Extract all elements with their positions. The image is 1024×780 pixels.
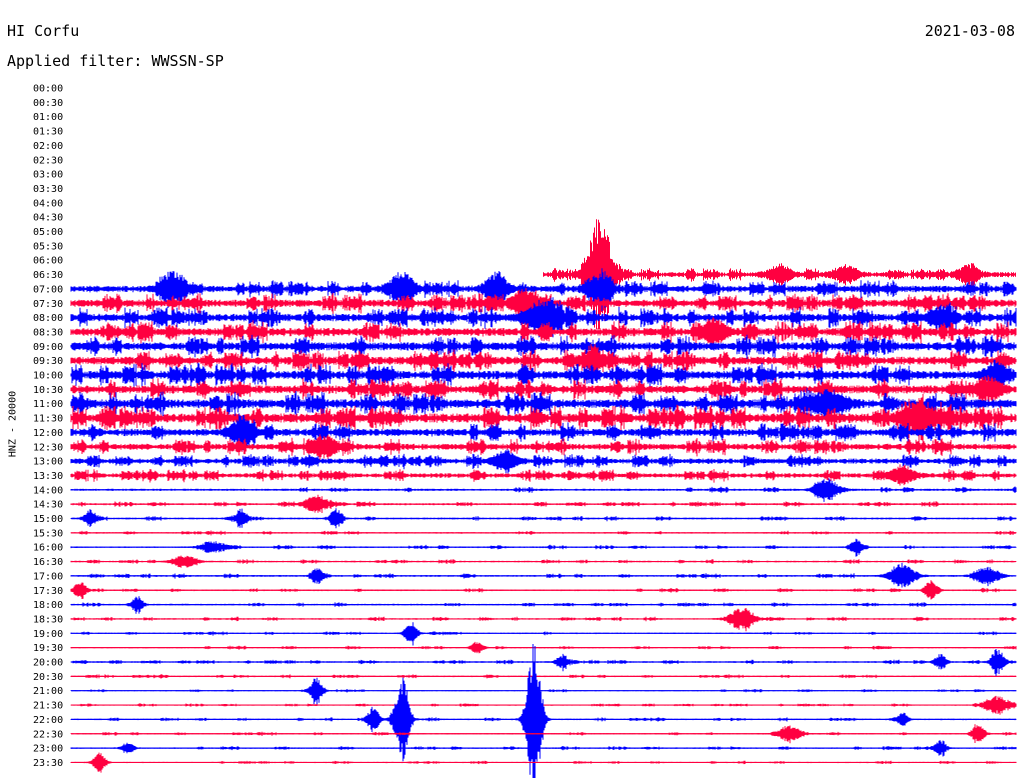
tick-label-1030: 10:30 xyxy=(33,385,63,396)
tick-label-0030: 00:30 xyxy=(33,98,63,109)
tick-label-1900: 19:00 xyxy=(33,629,63,640)
tick-label-0600: 06:00 xyxy=(33,256,63,267)
tick-label-0000: 00:00 xyxy=(33,84,63,95)
tick-label-0830: 08:30 xyxy=(33,327,63,338)
tick-label-1630: 16:30 xyxy=(33,557,63,568)
station-title: HI Corfu xyxy=(7,22,80,40)
tick-label-1100: 11:00 xyxy=(33,399,63,410)
tick-label-2030: 20:30 xyxy=(33,672,63,683)
trace-2200 xyxy=(70,644,1017,778)
tick-label-0730: 07:30 xyxy=(33,299,63,310)
tick-label-0530: 05:30 xyxy=(33,241,63,252)
tick-label-0630: 06:30 xyxy=(33,270,63,281)
tick-label-0700: 07:00 xyxy=(33,284,63,295)
tick-label-0230: 02:30 xyxy=(33,155,63,166)
tick-label-2300: 23:00 xyxy=(33,744,63,755)
tick-label-0500: 05:00 xyxy=(33,227,63,238)
tick-label-2100: 21:00 xyxy=(33,686,63,697)
tick-label-1930: 19:30 xyxy=(33,643,63,654)
tick-label-1800: 18:00 xyxy=(33,600,63,611)
tick-label-1000: 10:00 xyxy=(33,371,63,382)
tick-label-0100: 01:00 xyxy=(33,112,63,123)
tick-label-0330: 03:30 xyxy=(33,184,63,195)
seismic-traces xyxy=(70,219,1017,778)
tick-label-2130: 21:30 xyxy=(33,701,63,712)
tick-label-1130: 11:30 xyxy=(33,414,63,425)
tick-label-1200: 12:00 xyxy=(33,428,63,439)
tick-label-1700: 17:00 xyxy=(33,571,63,582)
tick-label-2330: 23:30 xyxy=(33,758,63,769)
tick-label-1400: 14:00 xyxy=(33,485,63,496)
tick-label-1600: 16:00 xyxy=(33,543,63,554)
tick-label-0200: 02:00 xyxy=(33,141,63,152)
tick-label-0930: 09:30 xyxy=(33,356,63,367)
tick-label-0900: 09:00 xyxy=(33,342,63,353)
tick-label-1530: 15:30 xyxy=(33,528,63,539)
tick-label-0430: 04:30 xyxy=(33,213,63,224)
tick-label-1330: 13:30 xyxy=(33,471,63,482)
time-tick-labels: 00:00 00:30 01:00 01:30 02:00 02:30 03:00 03:30… xyxy=(33,84,63,769)
tick-label-0800: 08:00 xyxy=(33,313,63,324)
tick-label-2000: 20:00 xyxy=(33,658,63,669)
tick-label-1300: 13:00 xyxy=(33,457,63,468)
tick-label-0300: 03:00 xyxy=(33,170,63,181)
tick-label-2200: 22:00 xyxy=(33,715,63,726)
tick-label-0130: 01:30 xyxy=(33,127,63,138)
tick-label-2230: 22:30 xyxy=(33,729,63,740)
tick-label-1430: 14:30 xyxy=(33,500,63,511)
tick-label-1500: 15:00 xyxy=(33,514,63,525)
tick-label-1730: 17:30 xyxy=(33,586,63,597)
date-label: 2021-03-08 xyxy=(924,22,1015,40)
trace-1700 xyxy=(70,562,1017,588)
tick-label-0400: 04:00 xyxy=(33,198,63,209)
trace-1830 xyxy=(70,608,1017,632)
tick-label-1230: 12:30 xyxy=(33,442,63,453)
filter-subtitle: Applied filter: WWSSN-SP xyxy=(7,52,224,70)
tick-label-1830: 18:30 xyxy=(33,614,63,625)
